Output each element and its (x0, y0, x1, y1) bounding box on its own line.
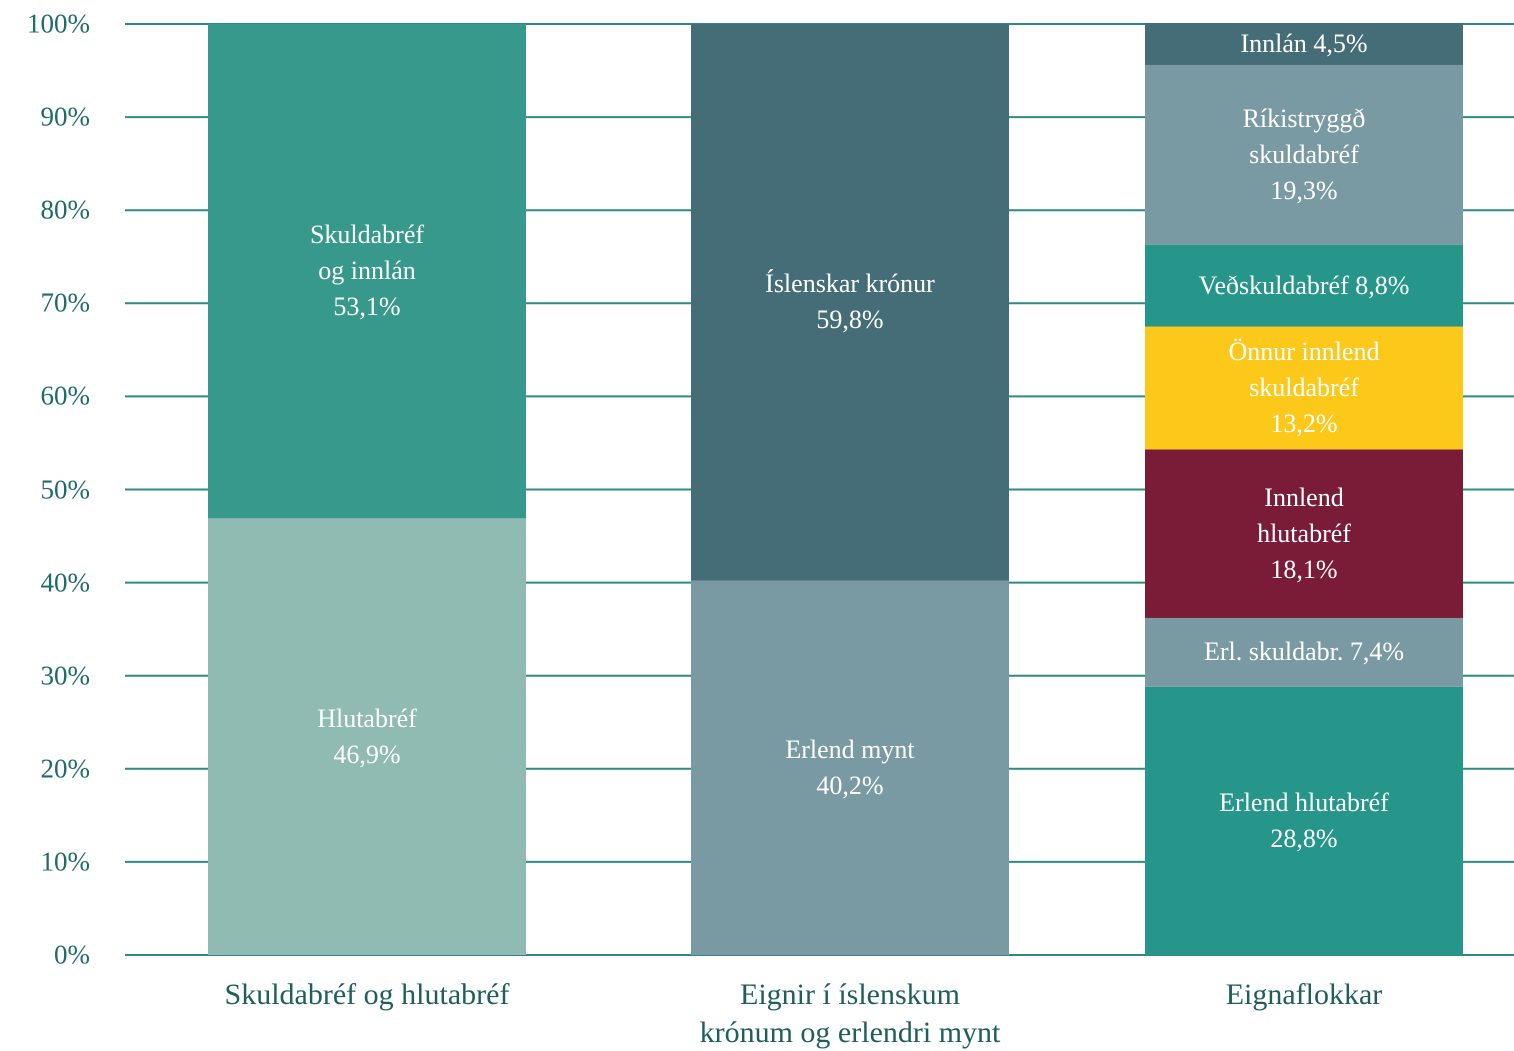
y-tick-label: 70% (40, 287, 91, 318)
segment-name: Erlend mynt (785, 734, 915, 764)
segment-label: Innlán 4,5% (1149, 26, 1459, 62)
bar-segment (1145, 326, 1463, 450)
y-tick-label: 50% (40, 474, 91, 504)
segment-name: Önnur innlend skuldabréf (1228, 337, 1380, 403)
bar-segment (1145, 449, 1463, 618)
y-tick-label: 20% (40, 753, 91, 784)
value-label: 59,8% (816, 305, 884, 335)
segment-label: Önnur innlend skuldabréf 13,2% (1204, 334, 1404, 442)
segment-label: Erlend mynt 40,2% (695, 732, 1005, 804)
y-tick-label: 30% (40, 660, 91, 691)
bar-segment (1145, 64, 1463, 245)
x-tick-label: Skuldabréf og hlutabréf (224, 978, 510, 1011)
segment-name: Skuldabréf og innlán (309, 220, 425, 286)
value-label: 46,9% (333, 739, 401, 769)
bar-segment (1145, 617, 1463, 687)
x-tick-label: Eignaflokkar (1225, 978, 1383, 1011)
bar-segment (1145, 244, 1463, 327)
value-label: 8,8% (1355, 270, 1410, 300)
y-tick-label: 90% (40, 101, 91, 132)
segment-label: Ríkistryggð skuldabréf 19,3% (1214, 101, 1394, 209)
value-label: 53,1% (333, 292, 401, 322)
bar-segment (1145, 686, 1463, 955)
y-tick-label: 10% (40, 846, 91, 877)
bar-segment (1145, 23, 1463, 65)
y-tick-label: 60% (40, 380, 91, 411)
segment-label: Veðskuldabréf 8,8% (1149, 268, 1459, 304)
segment-label: Skuldabréf og innlán 53,1% (302, 217, 432, 325)
y-tick-label: 40% (40, 567, 91, 598)
y-tick-label: 0% (54, 939, 90, 970)
value-label: 28,8% (1270, 823, 1338, 853)
value-label: 13,2% (1270, 409, 1338, 439)
bar-segment (208, 518, 526, 955)
segment-name: Innlán (1240, 29, 1307, 59)
value-label: 18,1% (1270, 554, 1338, 584)
x-tick-label: Eignir í íslenskum krónum og erlendri my… (699, 978, 1001, 1049)
segment-name: Erlend hlutabréf (1219, 787, 1389, 817)
segment-label: Íslenskar krónur 59,8% (695, 266, 1005, 338)
segment-label: Hlutabréf 46,9% (212, 701, 522, 773)
bar-segment (208, 24, 526, 519)
value-label: 19,3% (1270, 175, 1338, 205)
value-label: 40,2% (816, 770, 884, 800)
segment-label: Erlend hlutabréf 28,8% (1149, 785, 1459, 857)
segment-name: Íslenskar krónur (765, 269, 935, 299)
segment-name: Veðskuldabréf (1198, 270, 1349, 300)
value-label: 7,4% (1349, 637, 1405, 667)
segment-label: Innlend hlutabréf 18,1% (1234, 480, 1374, 588)
bar-segment (691, 580, 1009, 955)
segment-name: Ríkistryggð skuldabréf (1242, 103, 1366, 169)
segment-name: Innlend hlutabréf (1257, 482, 1351, 548)
bar-segment (691, 24, 1009, 581)
y-tick-label: 80% (40, 194, 91, 225)
segment-name: Erl. skuldabr. (1203, 637, 1344, 667)
segment-name: Hlutabréf (317, 703, 417, 733)
y-tick-label: 100% (27, 8, 90, 39)
segment-label: Erl. skuldabr. 7,4% (1149, 634, 1459, 670)
value-label: 4,5% (1313, 29, 1368, 59)
